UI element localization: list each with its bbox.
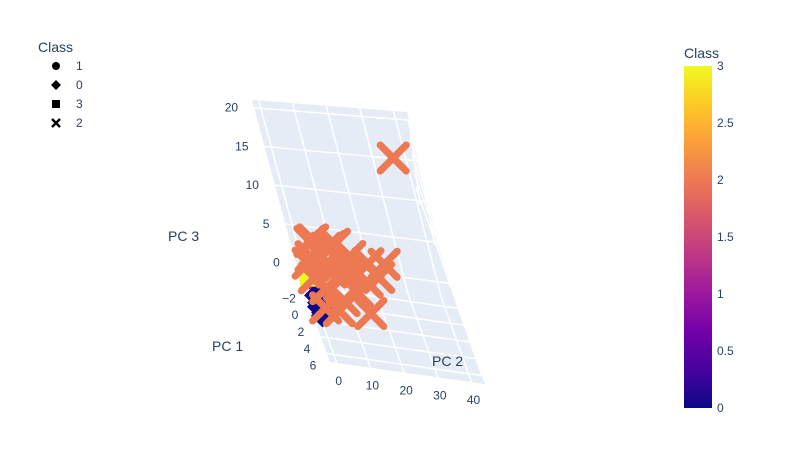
gridline-z (439, 242, 466, 327)
colorbar-gradient (684, 66, 712, 408)
gridline-z (254, 106, 410, 121)
legend-label: 3 (76, 97, 83, 111)
data-point-class-2[interactable] (317, 227, 352, 261)
gridline-z (274, 184, 431, 203)
legend-marker-circle (52, 62, 60, 70)
gridline-z (285, 223, 441, 244)
gridline-x (326, 352, 483, 377)
tick-label-z: 15 (235, 139, 249, 153)
tick-label-y: 40 (467, 393, 481, 407)
tick-label-x: −2 (282, 291, 296, 305)
data-points[interactable] (291, 141, 410, 331)
legend-label: 1 (76, 59, 83, 73)
legend-label: 0 (76, 78, 83, 92)
colorbar-tick-label: 0.5 (717, 344, 734, 358)
gridline-z (429, 201, 451, 287)
axis-title-y: PC 2 (432, 353, 463, 369)
axis-title-x: PC 1 (212, 338, 243, 354)
gridline-z (408, 120, 421, 205)
legend-item-1[interactable]: 1 (52, 59, 83, 73)
legend-marker-square (52, 100, 60, 108)
colorbar: Class 0 0.5 1 1.5 2 2.5 3 (684, 45, 734, 415)
gridline-x (320, 336, 477, 360)
tick-label-z: 5 (263, 217, 270, 231)
legend[interactable]: Class 1 0 3 2 (38, 39, 83, 130)
tick-label-y: 20 (399, 384, 413, 398)
tick-label-z: 10 (246, 178, 260, 192)
legend-marker-diamond (51, 80, 61, 90)
tick-label-z: 0 (273, 256, 280, 270)
gridline-y (407, 293, 439, 378)
data-point-class-2[interactable] (367, 247, 401, 281)
gridline-y (359, 108, 409, 294)
axis-title-z: PC 3 (168, 228, 199, 244)
colorbar-tick-label: 0 (717, 401, 724, 415)
data-point-class-2[interactable] (354, 296, 388, 331)
legend-label: 2 (76, 116, 83, 130)
tick-label-x: 0 (292, 308, 299, 322)
legend-item-3[interactable]: 3 (52, 97, 83, 111)
data-point-class-2[interactable] (376, 141, 410, 175)
gridline-y (392, 110, 443, 299)
legend-item-0[interactable]: 0 (51, 78, 83, 92)
tick-label-x: 6 (310, 359, 317, 373)
colorbar-tick-label: 2 (717, 173, 724, 187)
axis-ticks: −2 0 2 4 6 0 10 20 30 40 0 5 10 15 20 (225, 101, 481, 407)
tick-label-x: 2 (298, 325, 305, 339)
gridline-y (440, 297, 473, 383)
legend-title: Class (38, 39, 73, 55)
tick-label-y: 10 (366, 379, 380, 393)
data-point-class-2[interactable] (309, 291, 343, 325)
colorbar-tick-label: 1.5 (717, 230, 734, 244)
legend-item-2[interactable]: 2 (51, 116, 83, 130)
legend-marker-x (51, 118, 61, 128)
tick-label-y: 0 (335, 374, 342, 388)
colorbar-tick-label: 3 (717, 59, 724, 73)
gridline-z (418, 160, 436, 246)
colorbar-tick-label: 2.5 (717, 116, 734, 130)
colorbar-tick-label: 1 (717, 287, 724, 301)
colorbar-title: Class (684, 45, 719, 61)
data-point-class-2[interactable] (331, 255, 365, 289)
tick-label-z: 20 (225, 101, 239, 115)
tick-label-y: 30 (433, 388, 447, 402)
tick-label-x: 4 (304, 342, 311, 356)
axis-titles: PC 1 PC 2 PC 3 (168, 228, 463, 369)
